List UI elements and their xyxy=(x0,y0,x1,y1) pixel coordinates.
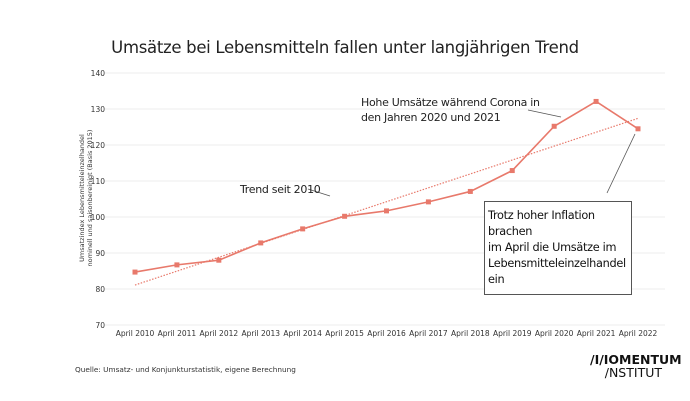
data-point xyxy=(593,98,599,104)
data-point xyxy=(551,123,557,129)
x-tick-label: April 2018 xyxy=(451,329,490,338)
x-tick-label: April 2021 xyxy=(577,329,616,338)
x-tick-label: April 2017 xyxy=(409,329,448,338)
annotation-corona-leader xyxy=(527,109,562,118)
y-tick-label: 140 xyxy=(91,69,106,78)
annotation-corona-line1: Hohe Umsätze während Corona in xyxy=(361,96,540,109)
x-tick-label: April 2015 xyxy=(325,329,364,338)
data-point xyxy=(384,208,389,214)
data-point xyxy=(342,213,348,219)
x-tick-label: April 2016 xyxy=(367,329,406,338)
x-tick-label: April 2011 xyxy=(158,329,197,338)
x-tick-label: April 2020 xyxy=(535,329,574,338)
data-point xyxy=(174,262,180,268)
x-tick-label: April 2013 xyxy=(241,329,280,338)
data-point xyxy=(258,240,264,246)
data-point xyxy=(300,226,306,232)
momentum-logo: /I/IOMENTUM /NSTITUT xyxy=(590,352,682,380)
data-point xyxy=(216,257,222,263)
x-tick-label: April 2019 xyxy=(493,329,532,338)
x-tick-label: April 2012 xyxy=(200,329,239,338)
annotation-inflation-line2: im April die Umsätze im xyxy=(488,241,617,254)
annotation-inflation-line3: Lebensmitteleinzelhandel ein xyxy=(488,257,626,286)
chart-title: Umsätze bei Lebensmitteln fallen unter l… xyxy=(111,38,579,57)
data-point xyxy=(509,168,515,174)
logo-line2: /NSTITUT xyxy=(604,365,662,380)
data-point xyxy=(467,188,473,194)
annotation-trend-leader xyxy=(307,188,331,197)
x-tick-label: April 2022 xyxy=(619,329,658,338)
data-point xyxy=(635,126,641,132)
trend-line xyxy=(134,117,639,286)
y-tick-label: 100 xyxy=(91,213,106,222)
annotation-inflation-box: Trotz hoher Inflation brachen im April d… xyxy=(484,201,632,295)
data-point xyxy=(425,199,431,205)
annotation-corona: Hohe Umsätze während Corona in den Jahre… xyxy=(361,95,540,125)
y-tick-label: 70 xyxy=(95,321,105,330)
y-tick-label: 90 xyxy=(95,249,105,258)
x-tick-label: April 2010 xyxy=(116,329,155,338)
annotation-inflation-line1: Trotz hoher Inflation brachen xyxy=(488,209,595,238)
logo-line1: /I/IOMENTUM xyxy=(590,352,682,367)
source-note: Quelle: Umsatz- und Konjunkturstatistik,… xyxy=(75,365,296,374)
data-point xyxy=(132,269,138,275)
annotation-corona-line2: den Jahren 2020 und 2021 xyxy=(361,111,501,124)
y-tick-label: 80 xyxy=(95,285,105,294)
annotation-inflation-leader xyxy=(606,133,636,194)
annotation-trend: Trend seit 2010 xyxy=(240,183,321,196)
y-tick-label: 110 xyxy=(91,177,106,186)
y-tick-label: 130 xyxy=(91,105,106,114)
x-tick-label: April 2014 xyxy=(283,329,322,338)
y-tick-label: 120 xyxy=(91,141,106,150)
